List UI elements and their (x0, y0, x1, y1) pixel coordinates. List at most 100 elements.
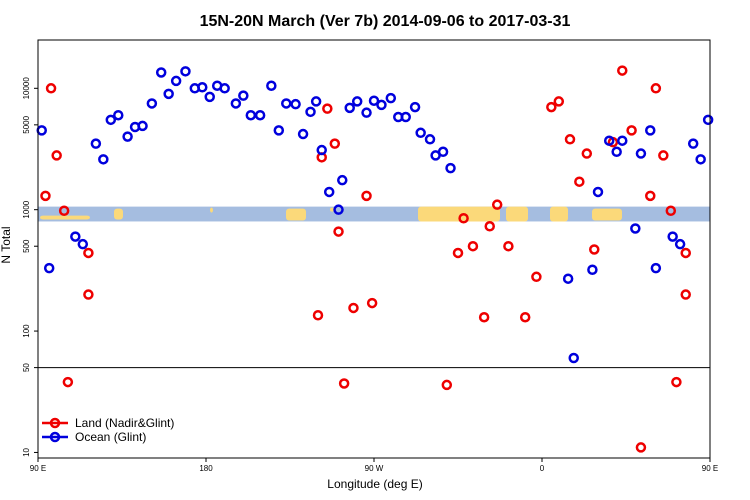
land-point (333, 226, 344, 237)
chart-title: 15N-20N March (Ver 7b) 2014-09-06 to 201… (200, 13, 571, 30)
ocean-point (568, 352, 579, 364)
land-point (680, 289, 691, 300)
land-point (366, 297, 378, 309)
series-land (40, 65, 691, 453)
land-point (658, 150, 669, 161)
land-point (348, 302, 359, 314)
ocean-point (122, 131, 133, 142)
land-point (531, 271, 542, 283)
ocean-point (163, 88, 174, 100)
ocean-point (611, 146, 622, 158)
land-point (83, 289, 94, 300)
land-point (312, 309, 324, 321)
land-point (671, 376, 682, 388)
legend-ocean-label: Ocean (Glint) (75, 430, 146, 444)
land-point (680, 247, 691, 259)
land-point (441, 379, 453, 391)
land-point (322, 103, 333, 114)
ocean-point (695, 154, 706, 165)
land-point (589, 244, 600, 255)
land-point (361, 190, 372, 202)
y-tick-label: 50 (22, 363, 31, 372)
ocean-point (400, 111, 411, 123)
land-point (62, 376, 74, 388)
ocean-point (333, 204, 344, 215)
land-point (626, 125, 637, 136)
legend-land-label: Land (Nadir&Glint) (75, 416, 174, 430)
land-point (51, 150, 62, 161)
ocean-point (635, 148, 647, 159)
land-point (458, 213, 469, 224)
land-point (83, 247, 94, 259)
land-point (650, 83, 662, 94)
ocean-point (603, 135, 615, 146)
land-point (338, 378, 350, 389)
ocean-point (230, 98, 242, 109)
y-axis: 10 50 100 500 1000 5000 10000 (22, 77, 38, 457)
land-point (40, 190, 51, 202)
ocean-point (297, 128, 309, 140)
y-tick-label: 5000 (22, 115, 31, 133)
ocean-point (281, 98, 292, 109)
land-shape (40, 215, 90, 220)
legend-ocean-marker (49, 431, 61, 443)
ocean-point (376, 99, 387, 111)
ocean-point (197, 82, 208, 93)
ocean-point (323, 186, 335, 198)
ocean-point (630, 223, 641, 234)
ocean-point (562, 273, 574, 284)
ocean-point (645, 125, 656, 136)
ocean-point (351, 96, 363, 107)
y-tick-label: 500 (22, 239, 31, 253)
x-tick-label: 180 (199, 464, 213, 473)
land-point (491, 199, 503, 210)
ocean-point (36, 125, 47, 136)
land-point (574, 176, 585, 187)
y-tick-label: 10 (22, 447, 31, 456)
ocean-point (146, 98, 158, 109)
y-tick-label: 10000 (22, 77, 31, 100)
land-shape (592, 208, 622, 221)
land-point (45, 83, 57, 94)
ocean-point (290, 98, 301, 110)
ocean-point (245, 109, 257, 121)
ocean-point (137, 120, 148, 132)
ocean-point (592, 186, 604, 198)
land-point (553, 96, 565, 107)
land-point (581, 148, 593, 159)
x-tick-label: 90 E (702, 464, 718, 473)
land-shape (506, 206, 528, 222)
land-point (564, 134, 576, 145)
land-shape (286, 208, 306, 221)
ocean-point (385, 92, 397, 104)
ocean-point (409, 101, 421, 113)
x-tick-label: 90 E (30, 464, 46, 473)
y-tick-label: 100 (22, 324, 31, 338)
land-point (635, 442, 647, 453)
ocean-point (650, 262, 662, 274)
land-point (452, 247, 464, 259)
ocean-point (368, 95, 380, 106)
legend: Land (Nadir&Glint) Ocean (Glint) (42, 416, 174, 444)
land-shape (330, 207, 334, 212)
ocean-point (170, 75, 182, 87)
ocean-point (266, 80, 277, 91)
ocean-point (254, 109, 266, 121)
ocean-point (437, 146, 449, 158)
plot-area (36, 39, 714, 459)
land-point (478, 311, 490, 323)
plot-frame (37, 39, 711, 459)
land-point (519, 311, 531, 323)
ocean-point (361, 107, 372, 118)
y-axis-label: N Total (0, 226, 13, 263)
ocean-point (219, 83, 230, 94)
x-axis-label: Longitude (deg E) (327, 477, 422, 491)
land-point (329, 138, 341, 149)
ocean-point (90, 138, 102, 149)
x-axis: 90 E 180 90 W 0 90 E (30, 458, 718, 473)
x-tick-label: 90 W (365, 464, 384, 473)
ocean-point (70, 231, 81, 242)
ocean-point (155, 67, 167, 78)
land-point (58, 205, 70, 216)
